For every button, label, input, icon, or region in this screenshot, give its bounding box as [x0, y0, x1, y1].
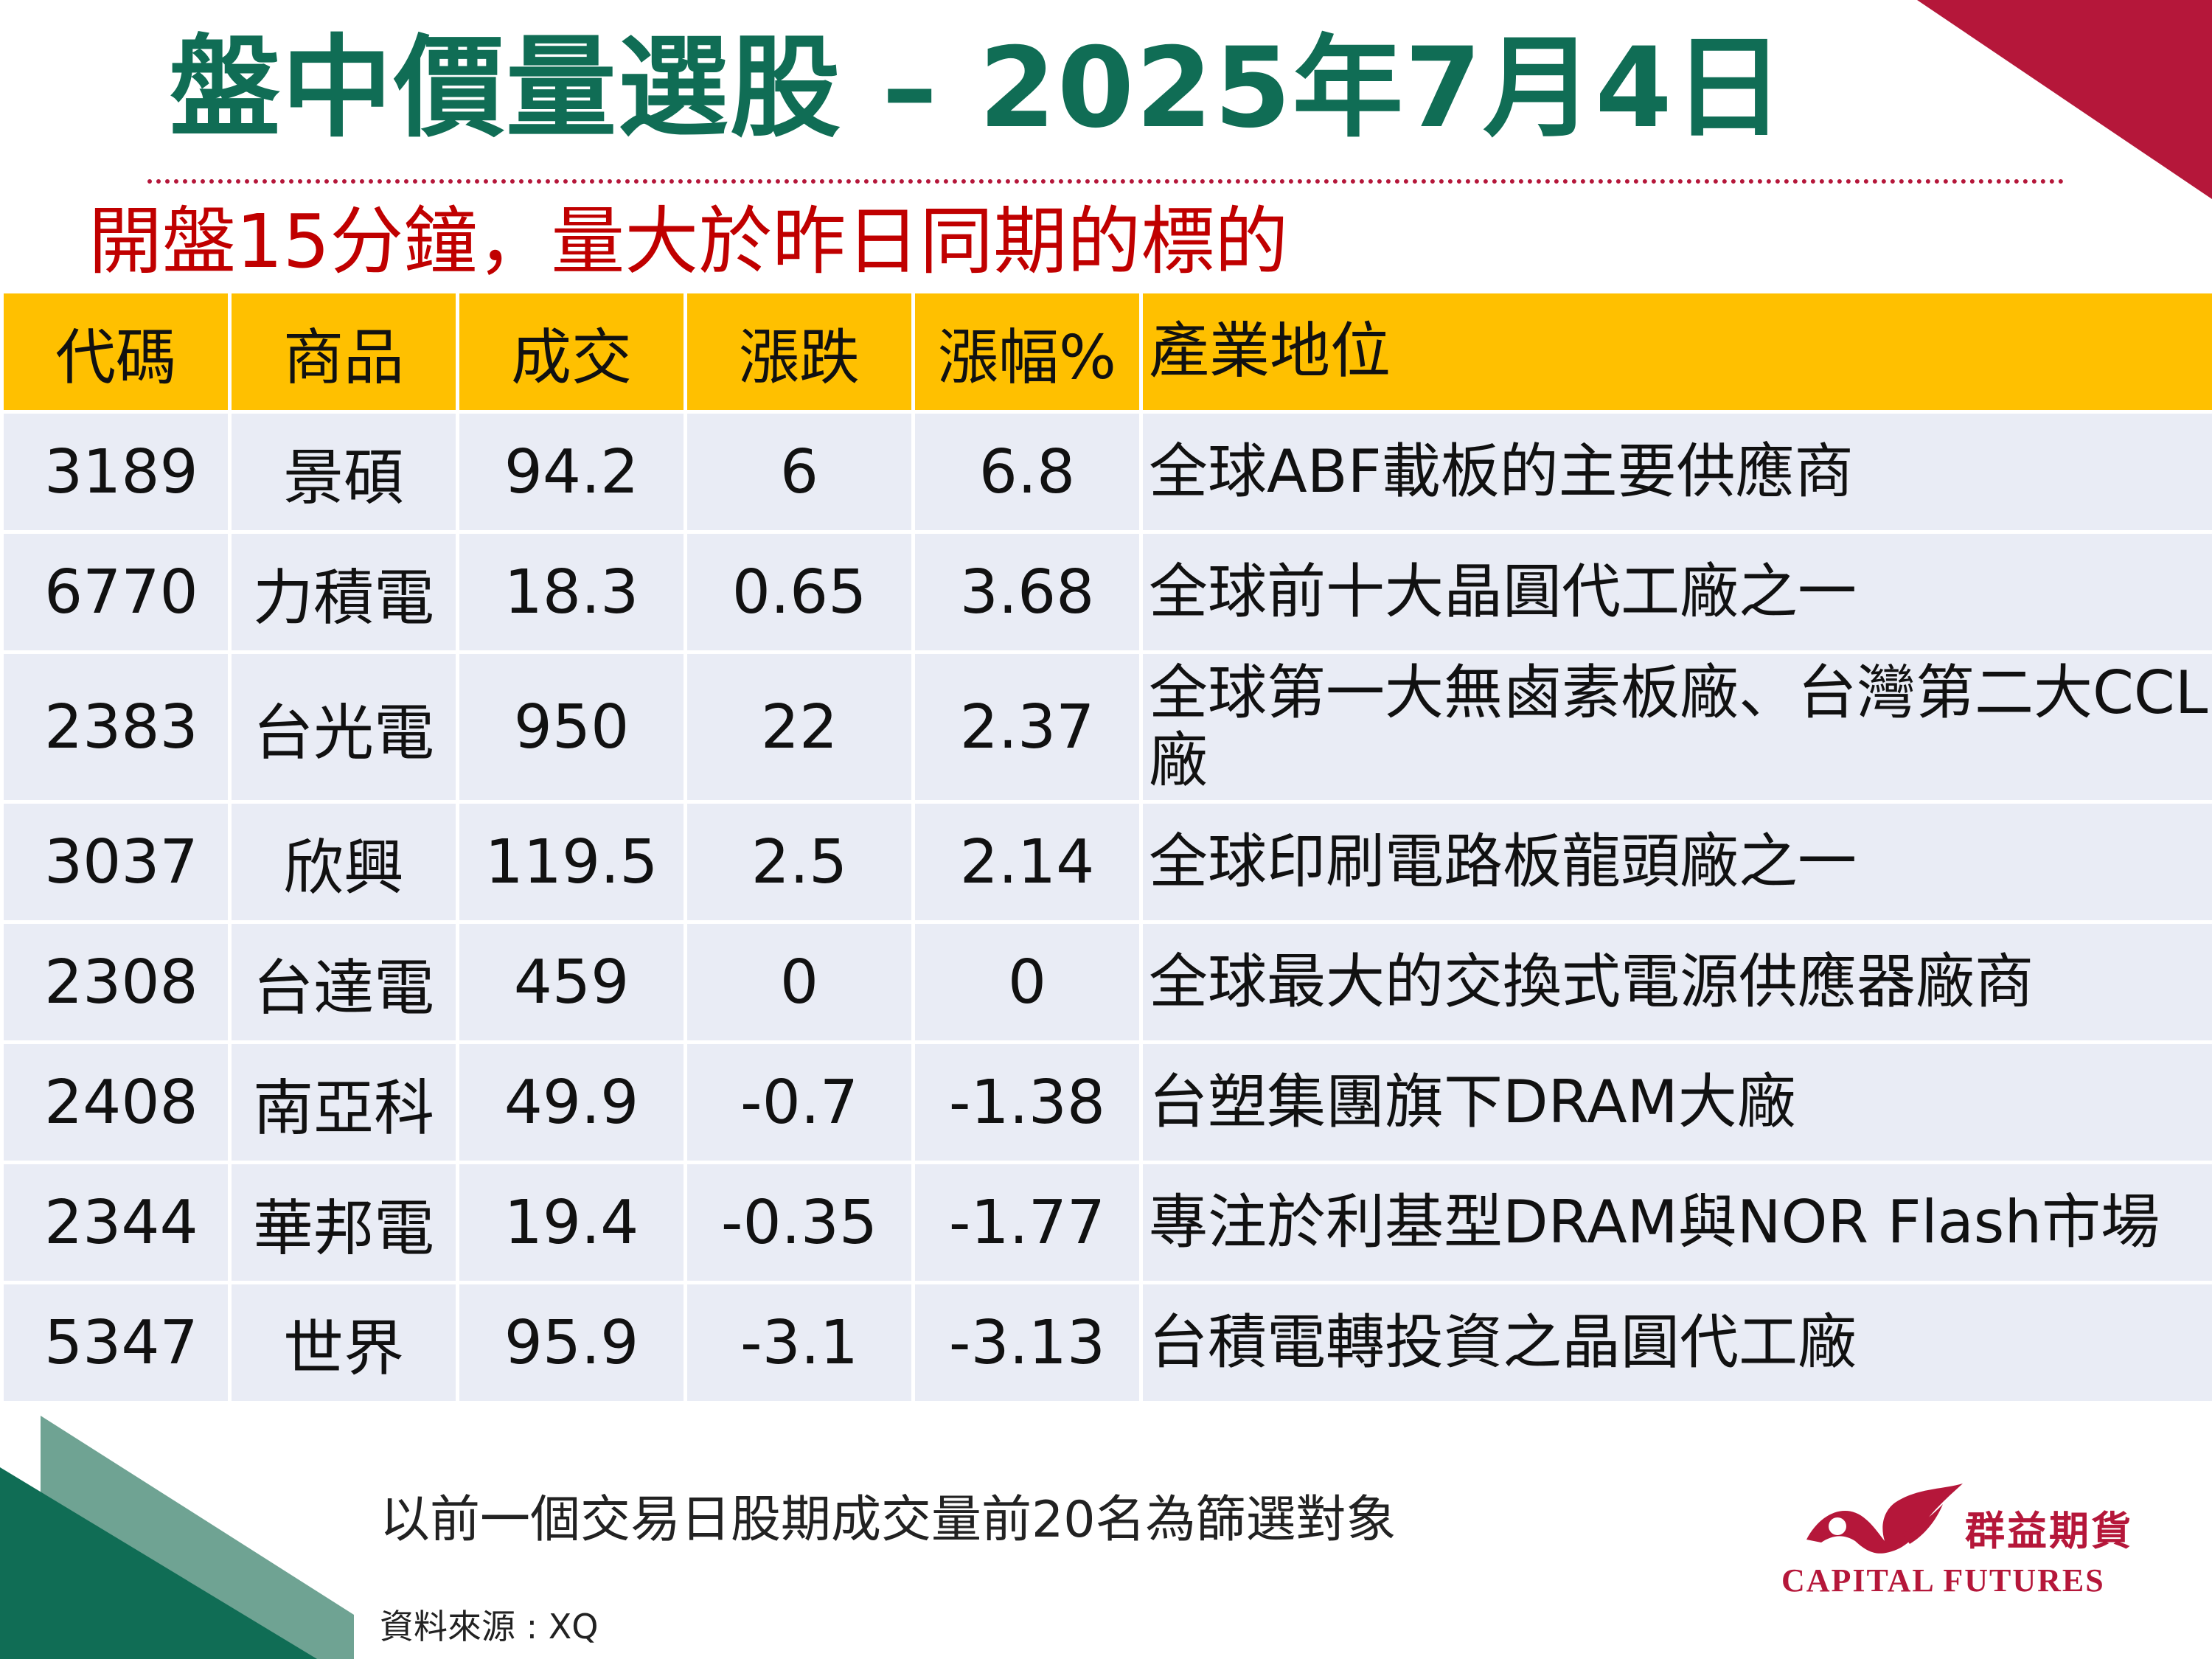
cell-code: 2308 [0, 920, 232, 1044]
table-row: 2408 南亞科 49.9 -0.7 -1.38 台塑集團旗下DRAM大廠 [0, 1040, 2212, 1164]
stock-table: 代碼 商品 成交 漲跌 漲幅% 產業地位 3189 景碩 94.2 6 6.8 … [0, 290, 2212, 1405]
cell-industry: 台塑集團旗下DRAM大廠 [1139, 1040, 2212, 1164]
table-header-row: 代碼 商品 成交 漲跌 漲幅% 產業地位 [0, 290, 2212, 414]
eagle-logo-icon [1806, 1484, 1963, 1554]
corner-decoration-bottom-left [0, 1416, 354, 1659]
cell-code: 3189 [0, 410, 232, 534]
cell-pct: 2.14 [911, 800, 1143, 924]
cell-name: 景碩 [228, 410, 459, 534]
cell-pct: -3.13 [911, 1281, 1143, 1405]
cell-price: 950 [456, 650, 687, 804]
cell-code: 2383 [0, 650, 232, 804]
table-row: 5347 世界 95.9 -3.1 -3.13 台積電轉投資之晶圓代工廠 [0, 1281, 2212, 1405]
cell-change: 2.5 [684, 800, 915, 924]
cell-price: 18.3 [456, 530, 687, 654]
cell-industry: 台積電轉投資之晶圓代工廠 [1139, 1281, 2212, 1405]
table-row: 6770 力積電 18.3 0.65 3.68 全球前十大晶圓代工廠之一 [0, 530, 2212, 654]
cell-change: 0.65 [684, 530, 915, 654]
footnote: 以前一個交易日股期成交量前20名為篩選對象 [380, 1491, 1397, 1549]
cell-price: 49.9 [456, 1040, 687, 1164]
table-row: 3037 欣興 119.5 2.5 2.14 全球印刷電路板龍頭廠之一 [0, 800, 2212, 924]
cell-price: 459 [456, 920, 687, 1044]
dotted-divider [147, 179, 2065, 184]
cell-name: 南亞科 [228, 1040, 459, 1164]
cell-code: 6770 [0, 530, 232, 654]
cell-industry: 全球印刷電路板龍頭廠之一 [1139, 800, 2212, 924]
cell-price: 19.4 [456, 1161, 687, 1284]
cell-code: 2344 [0, 1161, 232, 1284]
cell-industry: 全球第一大無鹵素板廠、台灣第二大CCL廠 [1139, 650, 2212, 804]
cell-name: 華邦電 [228, 1161, 459, 1284]
cell-name: 力積電 [228, 530, 459, 654]
cell-code: 5347 [0, 1281, 232, 1405]
cell-pct: -1.77 [911, 1161, 1143, 1284]
table-row: 2383 台光電 950 22 2.37 全球第一大無鹵素板廠、台灣第二大CCL… [0, 650, 2212, 804]
cell-price: 119.5 [456, 800, 687, 924]
company-logo: 群益期貨 CAPITAL FUTURES [1777, 1482, 2190, 1607]
cell-pct: 3.68 [911, 530, 1143, 654]
source-note: 資料來源 : XQ [380, 1607, 599, 1646]
logo-name-zh: 群益期貨 [1965, 1507, 2133, 1554]
table-row: 2308 台達電 459 0 0 全球最大的交換式電源供應器廠商 [0, 920, 2212, 1044]
cell-price: 95.9 [456, 1281, 687, 1405]
cell-change: 0 [684, 920, 915, 1044]
cell-pct: 2.37 [911, 650, 1143, 804]
header-price: 成交 [456, 290, 687, 414]
header-name: 商品 [228, 290, 459, 414]
cell-name: 台光電 [228, 650, 459, 804]
cell-pct: 6.8 [911, 410, 1143, 534]
page-subtitle: 開盤15分鐘，量大於昨日同期的標的 [88, 198, 1289, 285]
cell-industry: 全球ABF載板的主要供應商 [1139, 410, 2212, 534]
header-change: 漲跌 [684, 290, 915, 414]
table-row: 2344 華邦電 19.4 -0.35 -1.77 專注於利基型DRAM與NOR… [0, 1161, 2212, 1284]
cell-change: -0.7 [684, 1040, 915, 1164]
cell-pct: 0 [911, 920, 1143, 1044]
cell-name: 世界 [228, 1281, 459, 1405]
cell-code: 2408 [0, 1040, 232, 1164]
cell-change: -0.35 [684, 1161, 915, 1284]
cell-price: 94.2 [456, 410, 687, 534]
cell-name: 欣興 [228, 800, 459, 924]
header-pct: 漲幅% [911, 290, 1143, 414]
cell-name: 台達電 [228, 920, 459, 1044]
cell-industry: 專注於利基型DRAM與NOR Flash市場 [1139, 1161, 2212, 1284]
corner-decoration-top-right [1917, 0, 2212, 199]
table-row: 3189 景碩 94.2 6 6.8 全球ABF載板的主要供應商 [0, 410, 2212, 534]
cell-change: -3.1 [684, 1281, 915, 1405]
cell-code: 3037 [0, 800, 232, 924]
cell-change: 22 [684, 650, 915, 804]
header-code: 代碼 [0, 290, 232, 414]
cell-change: 6 [684, 410, 915, 534]
cell-industry: 全球最大的交換式電源供應器廠商 [1139, 920, 2212, 1044]
cell-pct: -1.38 [911, 1040, 1143, 1164]
cell-industry: 全球前十大晶圓代工廠之一 [1139, 530, 2212, 654]
header-industry: 產業地位 [1139, 290, 2212, 414]
logo-name-en: CAPITAL FUTURES [1781, 1562, 2105, 1599]
page-title: 盤中價量選股 – 2025年7月4日 [170, 24, 1786, 153]
